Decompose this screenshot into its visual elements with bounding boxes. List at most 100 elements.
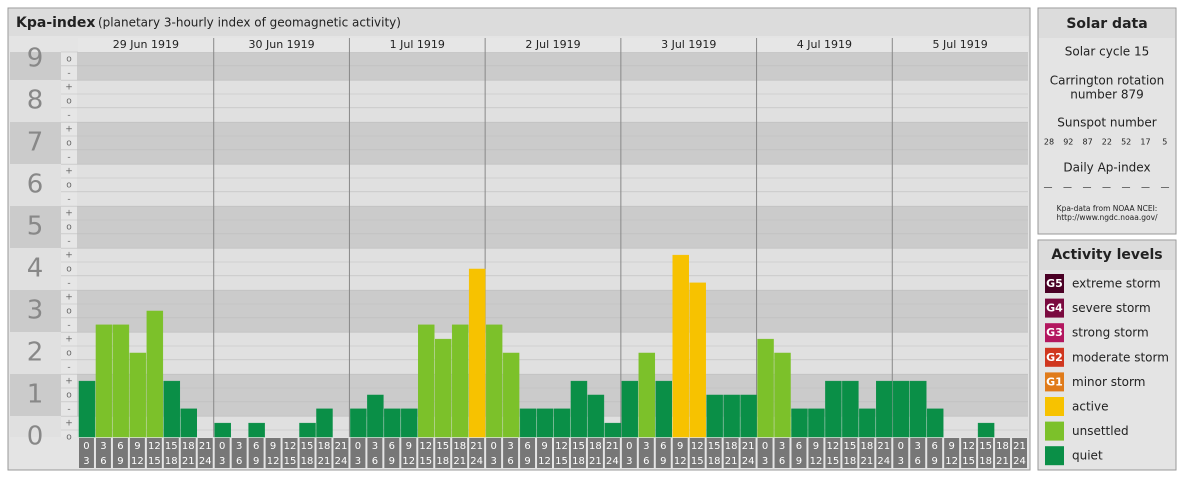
kp-header bbox=[9, 9, 1029, 36]
hour-box bbox=[570, 438, 586, 468]
ap-value: — bbox=[1141, 183, 1150, 193]
y-minor-label: + bbox=[65, 377, 73, 387]
hour-from: 3 bbox=[915, 441, 921, 452]
hour-box bbox=[978, 438, 994, 468]
level-label: active bbox=[1072, 400, 1108, 414]
hour-to: 3 bbox=[762, 456, 768, 467]
hour-box bbox=[791, 438, 807, 468]
bar bbox=[893, 380, 910, 438]
hour-to: 6 bbox=[507, 456, 513, 467]
day-header bbox=[485, 38, 621, 52]
hour-box bbox=[435, 438, 451, 468]
bar bbox=[876, 380, 893, 438]
bar bbox=[384, 408, 401, 438]
y-minor-label: - bbox=[67, 278, 70, 288]
day-label: 30 Jun 1919 bbox=[248, 38, 314, 51]
y-minor-label: - bbox=[67, 152, 70, 162]
hour-box bbox=[129, 438, 145, 468]
hour-from: 15 bbox=[301, 441, 314, 452]
hour-from: 15 bbox=[844, 441, 857, 452]
day-label: 2 Jul 1919 bbox=[525, 38, 580, 51]
y-band bbox=[10, 248, 1028, 290]
y-tick-label: 3 bbox=[27, 296, 44, 326]
hour-box bbox=[214, 438, 230, 468]
bar bbox=[553, 408, 571, 438]
hour-box bbox=[333, 438, 349, 468]
hour-to: 6 bbox=[779, 456, 785, 467]
day-label: 29 Jun 1919 bbox=[113, 38, 179, 51]
hour-to: 24 bbox=[742, 456, 755, 467]
hour-box bbox=[706, 438, 722, 468]
y-minor-label: + bbox=[65, 167, 73, 177]
hour-from: 6 bbox=[660, 441, 666, 452]
ap-value: — bbox=[1063, 183, 1072, 193]
minor-column bbox=[61, 52, 77, 437]
hour-from: 15 bbox=[572, 441, 585, 452]
hour-box bbox=[859, 438, 875, 468]
ap-title: Daily Ap-index bbox=[1063, 161, 1150, 175]
bar bbox=[706, 394, 723, 438]
hour-box bbox=[146, 438, 162, 468]
hour-box bbox=[621, 438, 637, 468]
hour-to: 24 bbox=[470, 456, 483, 467]
source: Kpa-data from NOAA NCEI: bbox=[1057, 204, 1158, 213]
sunspot-number: 92 bbox=[1063, 138, 1073, 147]
bar bbox=[791, 408, 808, 438]
solar-title: Solar data bbox=[1066, 16, 1147, 32]
bar bbox=[910, 380, 927, 438]
hour-to: 9 bbox=[389, 456, 395, 467]
hour-from: 18 bbox=[996, 441, 1009, 452]
bar bbox=[536, 408, 554, 438]
y-band bbox=[10, 80, 1028, 122]
hour-from: 18 bbox=[589, 441, 602, 452]
sunspot-number: 22 bbox=[1102, 138, 1112, 147]
y-minor-label: - bbox=[67, 194, 70, 204]
hour-from: 15 bbox=[436, 441, 449, 452]
hour-to: 21 bbox=[453, 456, 466, 467]
hour-to: 6 bbox=[236, 456, 242, 467]
bar bbox=[570, 380, 588, 438]
hour-to: 18 bbox=[436, 456, 449, 467]
bar bbox=[163, 380, 181, 438]
y-minor-label: o bbox=[66, 181, 72, 191]
hour-box bbox=[537, 438, 552, 468]
hour-box bbox=[1012, 438, 1027, 468]
hour-to: 12 bbox=[402, 456, 415, 467]
hour-box bbox=[672, 438, 688, 468]
hour-box bbox=[95, 438, 111, 468]
sunspot-title: Sunspot number bbox=[1057, 116, 1156, 130]
hour-to: 3 bbox=[626, 456, 632, 467]
hour-to: 9 bbox=[117, 456, 123, 467]
hour-from: 0 bbox=[490, 441, 496, 452]
hour-box bbox=[316, 438, 332, 468]
hour-box bbox=[486, 438, 502, 468]
solar-panel bbox=[1037, 7, 1177, 235]
hour-box bbox=[655, 438, 671, 468]
bar bbox=[842, 380, 859, 438]
hour-to: 12 bbox=[538, 456, 551, 467]
hour-box bbox=[554, 438, 569, 468]
hour-box bbox=[944, 438, 960, 468]
ap-value: — bbox=[1083, 183, 1092, 193]
y-minor-label: - bbox=[67, 362, 70, 372]
hour-from: 18 bbox=[182, 441, 195, 452]
hour-box bbox=[299, 438, 315, 468]
bar bbox=[146, 310, 164, 438]
bar bbox=[129, 352, 147, 438]
y-minor-label: - bbox=[67, 320, 70, 330]
hour-from: 15 bbox=[979, 441, 992, 452]
level-badge: G2 bbox=[1046, 351, 1063, 364]
bar bbox=[740, 394, 757, 438]
ap-value: — bbox=[1102, 183, 1111, 193]
hour-to: 12 bbox=[131, 456, 144, 467]
carrington: Carrington rotation bbox=[1050, 74, 1164, 88]
y-minor-label: + bbox=[65, 209, 73, 219]
hour-box bbox=[604, 438, 620, 468]
hour-from: 0 bbox=[762, 441, 768, 452]
y-minor-label: o bbox=[66, 265, 72, 275]
hour-to: 21 bbox=[318, 456, 331, 467]
day-header bbox=[78, 38, 214, 52]
level-label: minor storm bbox=[1072, 375, 1145, 389]
hour-box bbox=[995, 438, 1011, 468]
